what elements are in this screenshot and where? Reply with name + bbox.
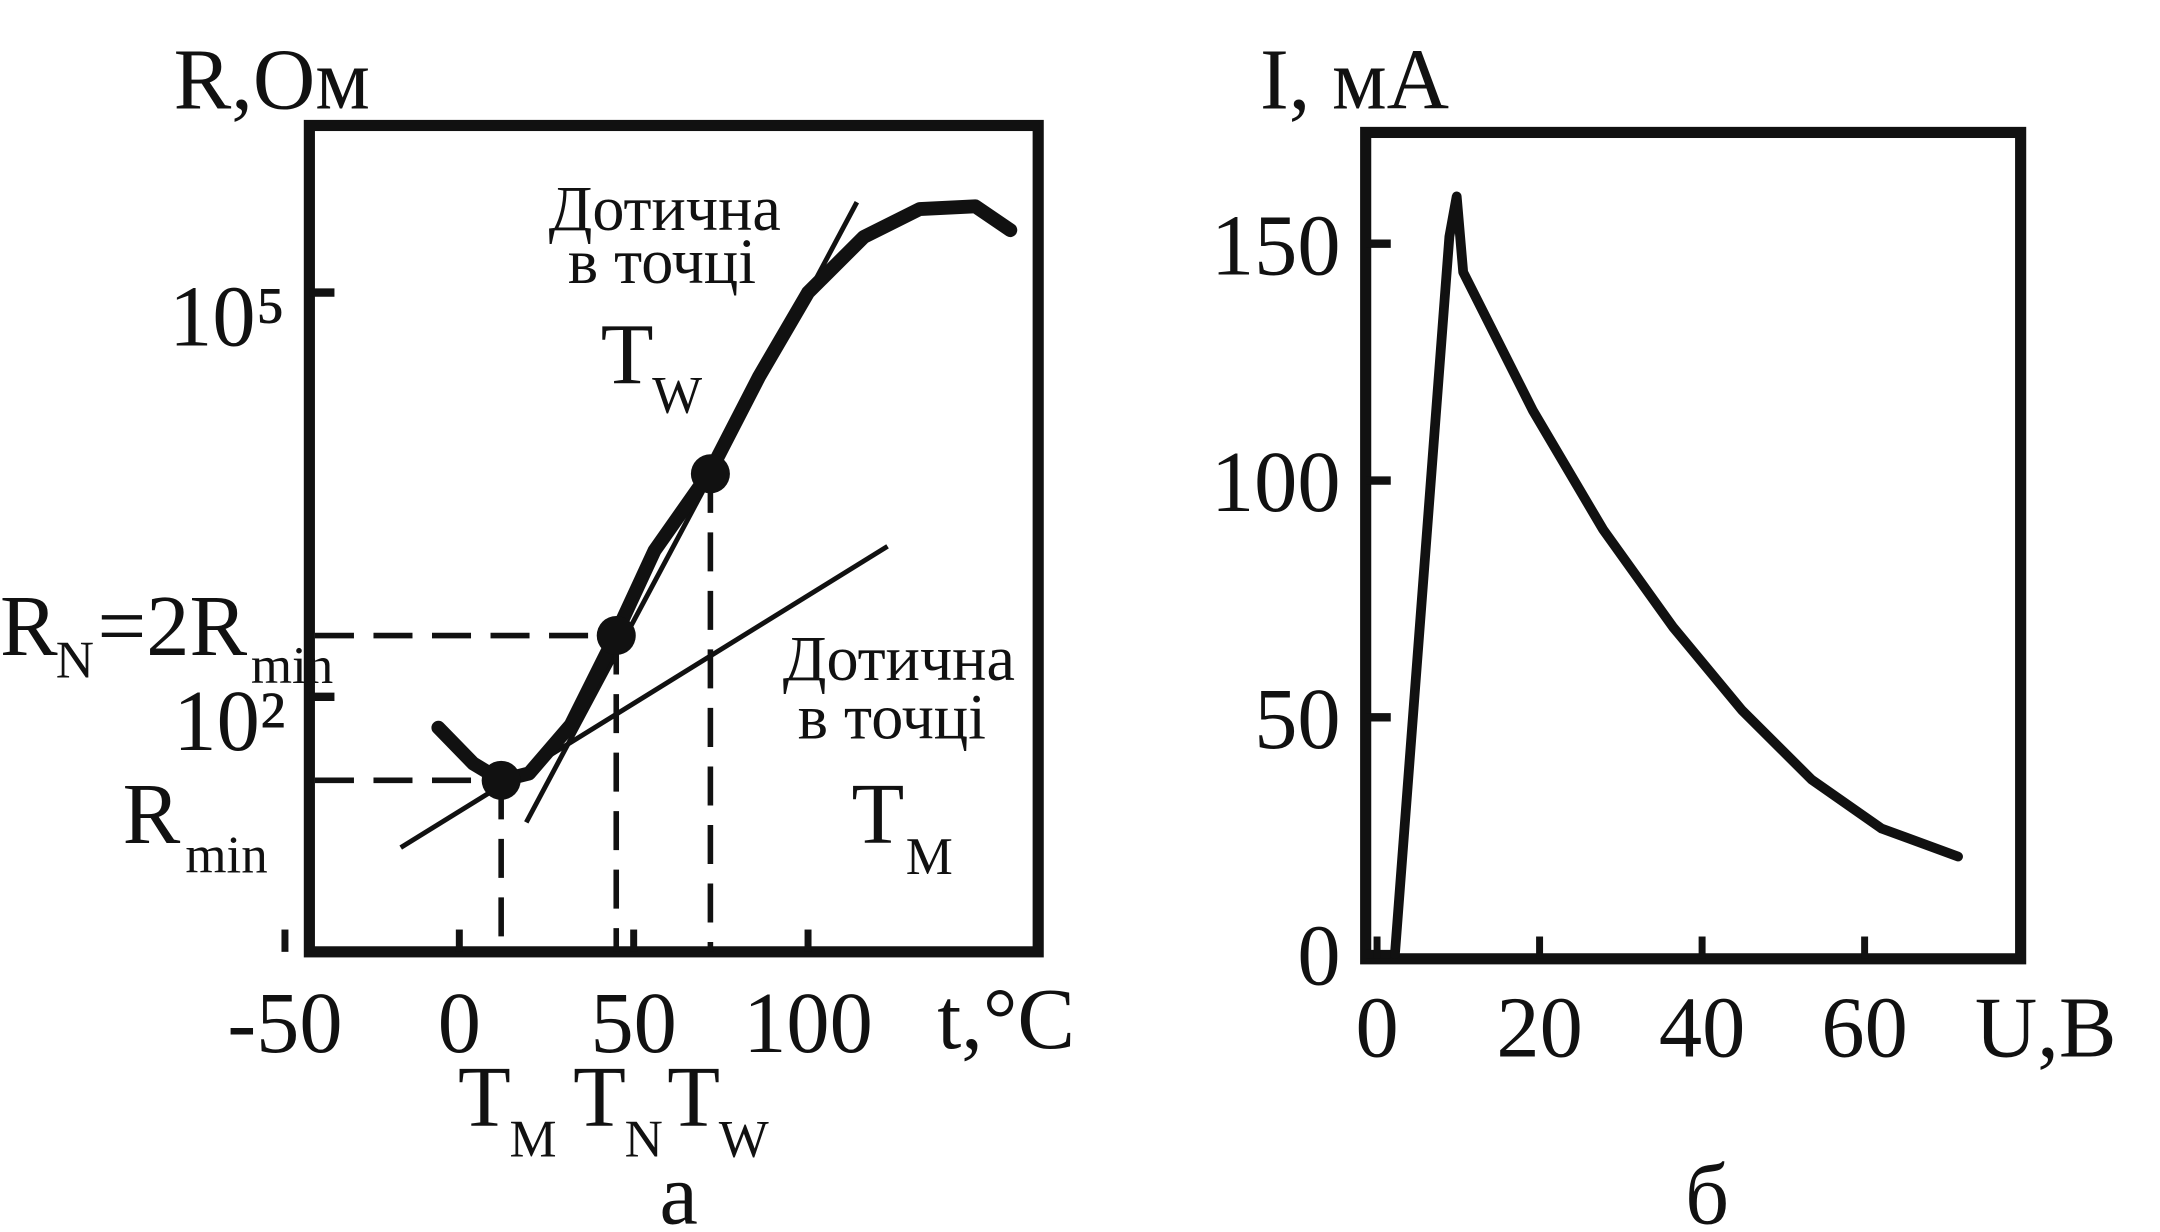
y-tick-label: 0	[1297, 908, 1340, 1004]
y-tick-label: 50	[1254, 671, 1340, 767]
x-tick-label: 40	[1659, 979, 1745, 1075]
y-axis-label: I, мА	[1260, 32, 1449, 128]
point	[481, 760, 521, 800]
curve	[1390, 191, 1963, 959]
x-tick-label: 0	[1355, 979, 1398, 1075]
annotation: W	[719, 1111, 769, 1169]
caption: б	[1685, 1147, 1729, 1232]
annotation: T	[458, 1049, 511, 1145]
tangent-line	[399, 544, 889, 850]
x-tick-label: 50	[590, 975, 676, 1071]
x-tick-label: -50	[227, 975, 342, 1071]
annotation: min	[185, 826, 267, 884]
annotation: в точці	[798, 682, 986, 753]
annotation: min	[251, 637, 333, 695]
annotation: =2R	[98, 578, 248, 674]
plot-frame	[1360, 126, 2027, 965]
y-tick-label: 10⁵	[169, 269, 286, 365]
point	[690, 454, 730, 494]
y-tick-label: 150	[1211, 197, 1341, 293]
annotation: R	[123, 766, 181, 862]
annotation: T	[601, 306, 654, 402]
x-axis-label: U,В	[1975, 979, 2117, 1075]
caption: а	[659, 1147, 697, 1232]
annotation: N	[56, 631, 94, 689]
point	[596, 616, 636, 656]
y-axis-label: R,Ом	[174, 32, 370, 128]
annotation: M	[510, 1111, 557, 1169]
x-tick-label: 100	[743, 975, 873, 1071]
x-tick-label: 20	[1496, 979, 1582, 1075]
annotation: T	[573, 1049, 626, 1145]
annotation: Дотична	[783, 623, 1015, 694]
x-tick-label: 0	[438, 975, 481, 1071]
annotation: W	[652, 367, 702, 425]
x-axis-label: t,°C	[937, 971, 1075, 1067]
annotation: R	[0, 578, 58, 674]
x-tick-label: 60	[1821, 979, 1907, 1075]
plot-frame	[303, 119, 1044, 958]
annotation: в точці	[568, 226, 756, 297]
y-tick-label: 100	[1211, 434, 1341, 530]
annotation: M	[906, 828, 953, 886]
annotation: Дотична	[549, 173, 781, 244]
annotation: N	[625, 1111, 663, 1169]
y-tick-label: 10²	[173, 673, 285, 769]
annotation: T	[667, 1049, 720, 1145]
annotation: T	[852, 766, 905, 862]
